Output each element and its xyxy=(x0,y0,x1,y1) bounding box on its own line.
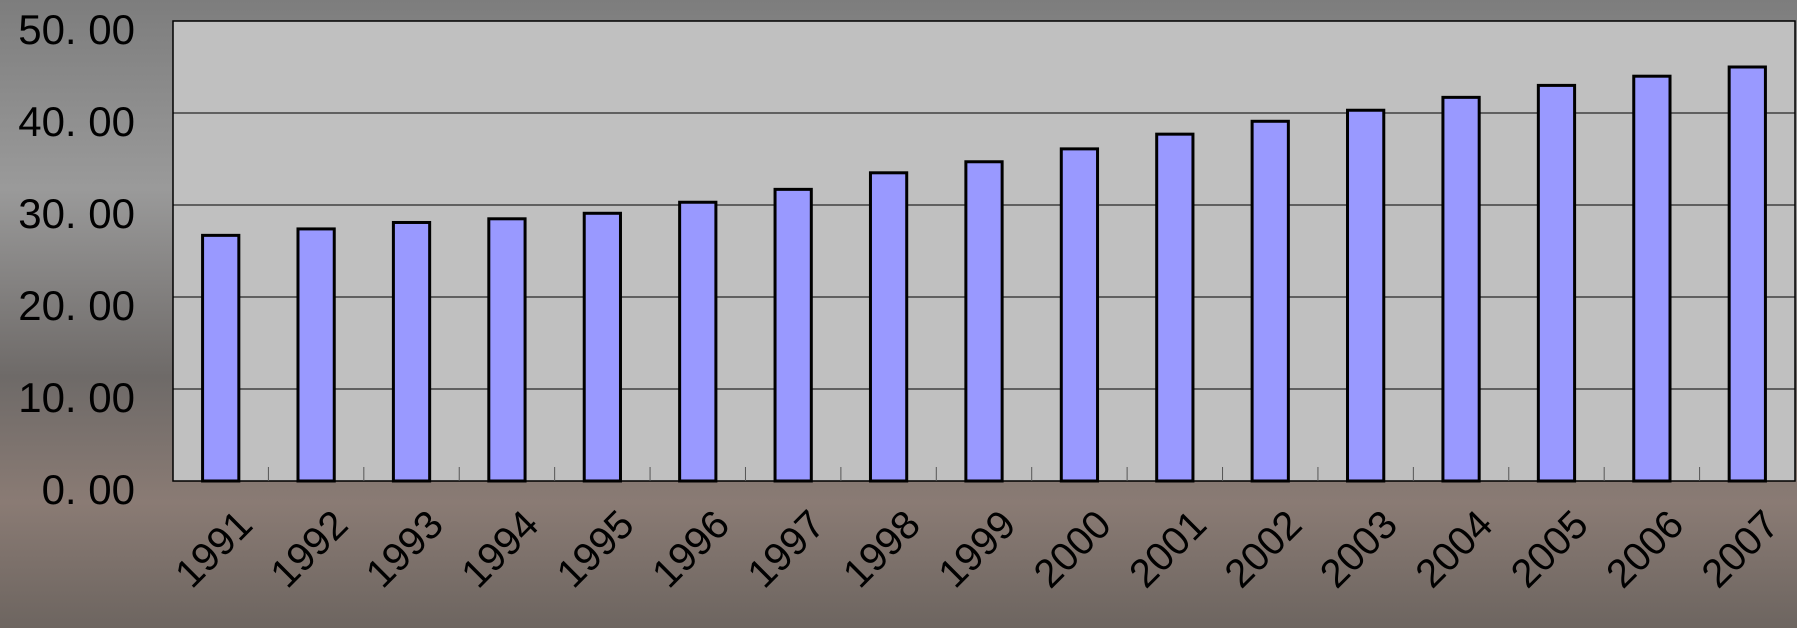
bar xyxy=(1059,147,1100,483)
bar xyxy=(201,233,241,483)
x-tick-label: 1996 xyxy=(644,502,738,596)
y-tick-label: 10. 00 xyxy=(18,374,135,421)
bar xyxy=(678,200,718,483)
bar xyxy=(1441,95,1481,483)
x-tick-label: 2000 xyxy=(1026,502,1120,596)
bar xyxy=(296,227,336,483)
bar xyxy=(1536,83,1577,483)
bar xyxy=(1155,132,1195,483)
bar xyxy=(1250,119,1290,483)
x-tick-label: 1994 xyxy=(453,502,547,596)
x-tick-label: 1993 xyxy=(358,502,452,596)
x-tick-label: 2004 xyxy=(1407,502,1501,596)
bar xyxy=(582,211,622,483)
bar xyxy=(868,171,909,483)
bar xyxy=(487,217,527,483)
x-tick-label: 1991 xyxy=(167,502,261,596)
x-tick-label: 2002 xyxy=(1216,502,1310,596)
x-tick-label: 2007 xyxy=(1694,502,1788,596)
x-tick-label: 2006 xyxy=(1598,502,1692,596)
x-tick-label: 2001 xyxy=(1121,502,1215,596)
x-tick-label: 1997 xyxy=(739,502,833,596)
y-tick-label: 20. 00 xyxy=(18,282,135,329)
y-tick-label: 50. 00 xyxy=(18,6,135,53)
bar xyxy=(773,187,813,483)
y-tick-label: 40. 00 xyxy=(18,98,135,145)
bar xyxy=(964,160,1004,483)
bar xyxy=(391,220,432,483)
y-tick-label: 0. 00 xyxy=(42,466,135,513)
x-tick-label: 2005 xyxy=(1503,502,1597,596)
x-tick-label: 2003 xyxy=(1312,502,1406,596)
y-tick-label: 30. 00 xyxy=(18,190,135,237)
bar xyxy=(1727,65,1767,483)
x-tick-label: 1999 xyxy=(930,502,1024,596)
bar xyxy=(1632,74,1672,483)
x-tick-label: 1998 xyxy=(835,502,929,596)
x-tick-label: 1995 xyxy=(549,502,643,596)
bar xyxy=(1346,108,1386,483)
x-tick-label: 1992 xyxy=(262,502,356,596)
